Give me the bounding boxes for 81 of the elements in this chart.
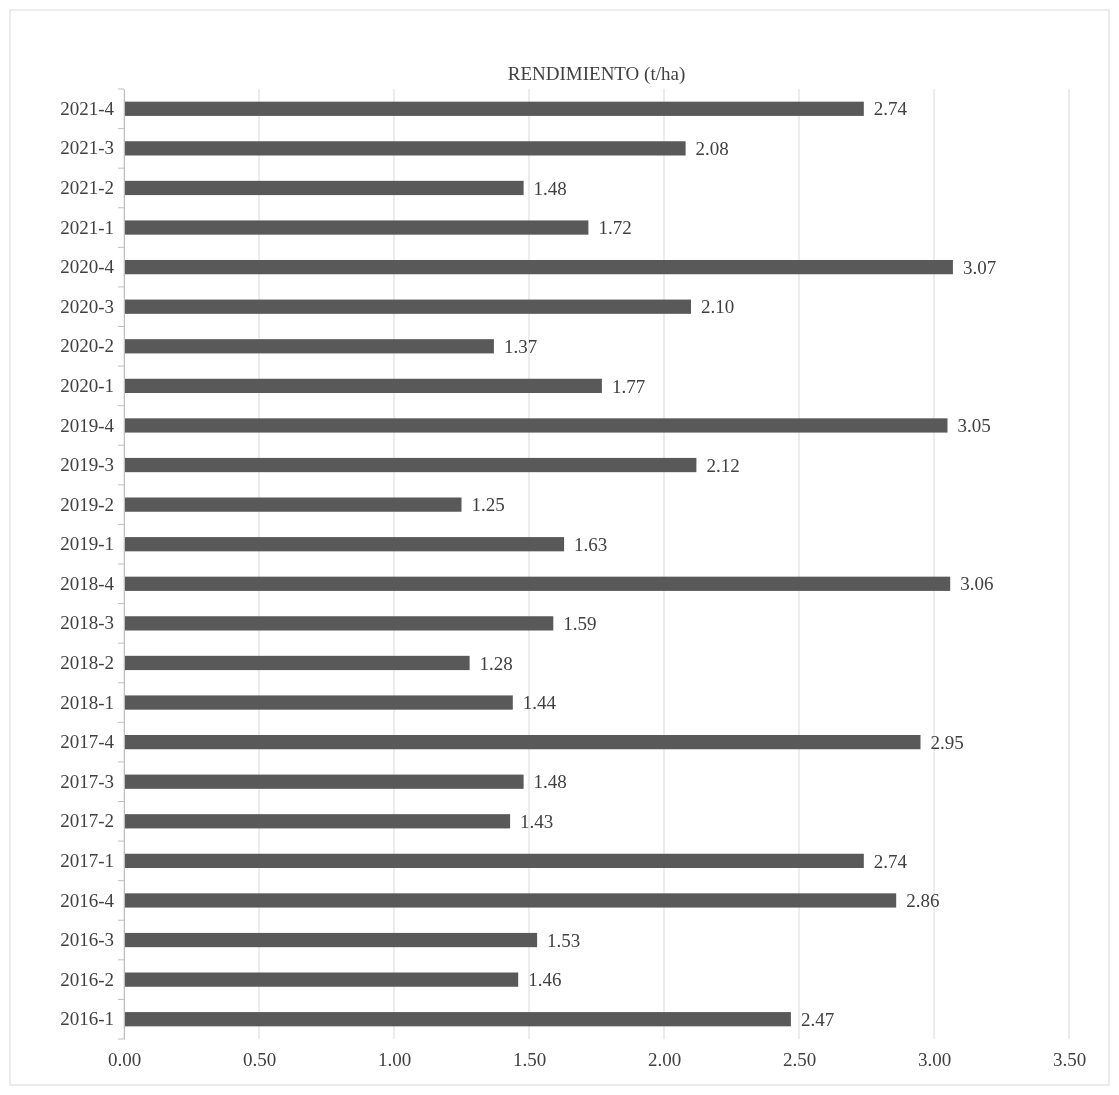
data-label: 2.86 [906,890,940,912]
bar [124,695,513,710]
bar [124,180,524,196]
bar [124,418,948,433]
y-tick-label: 2021-1 [60,216,114,238]
bar [124,735,921,750]
data-label: 1.72 [598,217,632,239]
bar [124,774,524,789]
y-tick-label: 2019-4 [60,414,115,436]
data-label: 3.06 [960,573,994,595]
y-tick-label: 2020-2 [60,335,114,357]
y-tick-label: 2017-1 [60,849,114,871]
bar [124,1012,791,1027]
y-tick-label: 2020-3 [60,295,114,317]
data-label: 1.44 [522,692,557,714]
bar [124,457,697,473]
data-label: 1.48 [533,771,567,793]
bar [124,814,511,829]
data-label: 1.77 [611,375,646,397]
y-tick-label: 2016-2 [60,968,114,990]
y-tick-label: 2018-4 [60,572,115,594]
data-label: 1.25 [471,494,505,516]
bar [124,853,864,868]
y-tick-label: 2020-4 [60,256,115,278]
data-label: 2.08 [695,138,729,160]
data-label: 1.28 [479,652,513,674]
x-tick-label: 1.50 [512,1049,547,1071]
data-label: 1.43 [520,810,554,832]
x-tick-label: 0.50 [242,1049,277,1071]
x-tick-label: 0.00 [107,1049,142,1071]
bar [124,893,897,908]
data-label: 2.47 [800,1008,835,1030]
chart-title: RENDIMIENTO (t/ha) [507,63,686,85]
data-label: 1.37 [503,335,538,357]
y-tick-label: 2018-3 [60,612,114,634]
data-label: 3.05 [957,415,991,437]
bar [124,299,691,314]
y-tick-label: 2018-1 [60,691,114,713]
x-tick-label: 1.00 [377,1049,412,1071]
y-tick-label: 2016-1 [60,1008,114,1030]
bar [124,141,686,156]
bar [124,655,470,671]
bar [124,220,589,235]
data-label: 2.74 [873,850,908,872]
x-tick-label: 3.00 [917,1049,952,1071]
y-tick-label: 2021-4 [60,97,115,119]
bar [124,537,565,552]
bar [124,101,864,116]
y-tick-label: 2018-2 [60,652,114,674]
x-tick-label: 2.00 [647,1049,682,1071]
data-label: 1.59 [563,613,597,635]
y-tick-label: 2017-4 [60,731,115,753]
y-tick-label: 2019-3 [60,454,114,476]
data-label: 2.12 [706,454,740,476]
bar [124,260,953,275]
data-label: 1.53 [547,929,581,951]
data-label: 2.10 [701,296,735,318]
y-tick-label: 2021-3 [60,137,114,159]
y-tick-label: 2016-4 [60,889,115,911]
y-tick-label: 2019-1 [60,533,114,555]
data-label: 2.74 [873,98,908,120]
data-label: 1.48 [533,177,567,199]
y-tick-label: 2017-3 [60,770,114,792]
data-label: 1.63 [574,533,608,555]
y-tick-label: 2016-3 [60,929,114,951]
y-tick-label: 2017-2 [60,810,114,832]
y-tick-label: 2020-1 [60,374,114,396]
bar [124,497,462,512]
bar [124,576,951,591]
x-tick-label: 3.50 [1052,1049,1087,1071]
bar [124,972,519,987]
bar [124,616,554,631]
y-tick-label: 2021-2 [60,177,114,199]
data-label: 1.46 [528,969,562,991]
bar [124,932,538,948]
bar [124,339,494,354]
bar [124,378,602,393]
x-tick-label: 2.50 [782,1049,817,1071]
data-label: 3.07 [962,256,997,278]
y-tick-label: 2019-2 [60,493,114,515]
data-label: 2.95 [930,731,964,753]
